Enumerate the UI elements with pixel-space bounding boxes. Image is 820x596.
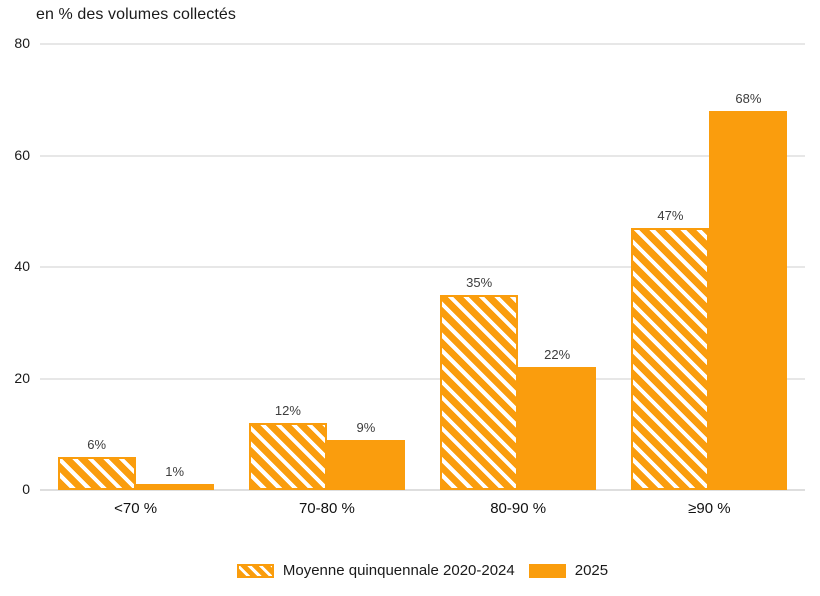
x-axis-tick-label: 80-90 % [490, 500, 547, 517]
x-axis-tick-label: 70-80 % [298, 500, 355, 517]
bar-value-label: 12% [274, 403, 301, 419]
gridline-y20 [40, 377, 805, 380]
bar-solid-group4 [709, 110, 788, 490]
bar-hatched-group1 [57, 456, 136, 490]
legend-label: Moyenne quinquennale 2020-2024 [282, 562, 515, 579]
bar-value-label: 35% [466, 274, 493, 290]
gridline-y80 [40, 43, 805, 45]
bar-value-label: 47% [657, 207, 684, 223]
x-axis-tick-label: ≥90 % [688, 500, 731, 517]
legend-swatch-solid [528, 563, 566, 578]
legend-item-solid: 2025 [528, 562, 609, 579]
legend-swatch-hatched [236, 563, 274, 578]
bar-hatched-group3 [440, 294, 519, 490]
y-axis-tick-label: 40 [14, 258, 30, 274]
gridline-y60 [40, 154, 805, 157]
gridline-y40 [40, 266, 805, 268]
y-axis-tick-label: 20 [14, 369, 30, 386]
chart-legend: Moyenne quinquennale 2020-2024 2025 [40, 562, 805, 579]
bar-value-label: 6% [87, 436, 107, 452]
bar-solid-group2 [326, 439, 405, 490]
bar-value-label: 1% [165, 464, 185, 480]
bar-hatched-group2 [248, 423, 327, 490]
gridline-y0 [40, 489, 805, 491]
plot-area: 6% 1% 12% 9% 35% 22% 47% 68% [40, 43, 805, 491]
bar-value-label: 9% [356, 419, 376, 435]
legend-label: 2025 [574, 562, 609, 579]
y-axis-tick-label: 60 [14, 146, 30, 163]
bar-solid-group1 [135, 484, 214, 490]
legend-item-hatched: Moyenne quinquennale 2020-2024 [236, 562, 515, 579]
chart-title: en % des volumes collectés [36, 6, 237, 23]
y-axis-tick-label: 0 [22, 481, 30, 497]
x-axis-tick-label: <70 % [114, 500, 158, 517]
y-axis-tick-label: 80 [14, 35, 30, 51]
bar-value-label: 22% [544, 347, 571, 363]
bar-value-label: 68% [735, 90, 762, 106]
bar-hatched-group4 [631, 227, 710, 490]
bar-solid-group3 [518, 367, 597, 490]
